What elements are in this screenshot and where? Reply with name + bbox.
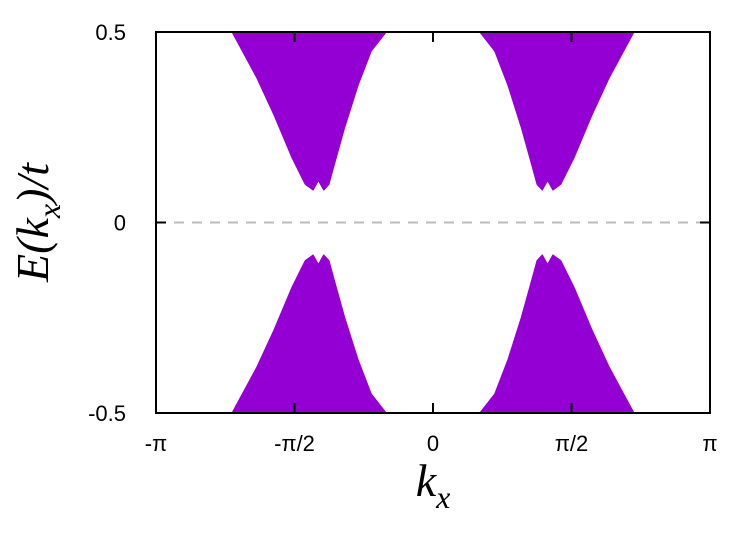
x-tick-label: π (702, 431, 717, 456)
x-tick-label: π/2 (555, 431, 589, 456)
band-upper-0 (231, 31, 387, 191)
y-tick-label: 0 (114, 211, 126, 236)
band-upper-1 (479, 31, 635, 191)
x-tick-label: -π/2 (274, 431, 315, 456)
tick-labels: -π -π/2 0 π/2 π -0.5 0 0.5 (88, 20, 718, 456)
x-tick-label: 0 (427, 431, 439, 456)
y-tick-label: 0.5 (95, 20, 126, 45)
y-axis-label: E(kx)/t (7, 162, 67, 283)
x-tick-label: -π (145, 431, 168, 456)
axis-ticks (155, 31, 711, 414)
band-regions (231, 31, 635, 414)
band-lower-2 (231, 254, 387, 414)
y-tick-label: -0.5 (88, 401, 126, 426)
band-lower-3 (479, 254, 635, 414)
x-axis-label: kx (416, 455, 451, 515)
